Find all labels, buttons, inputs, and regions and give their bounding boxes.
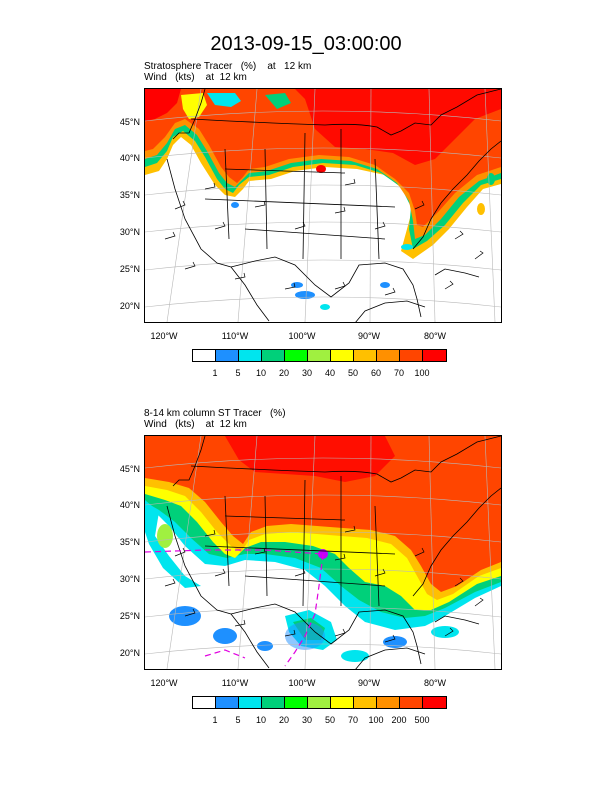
panel2-tracer-field (145, 436, 501, 662)
panel1-map (144, 88, 502, 323)
colorbar-box (285, 697, 308, 708)
panel1-colorbar-label: 10 (255, 368, 266, 378)
panel2-lat-label: 35°N (119, 537, 140, 547)
colorbar-box (331, 697, 354, 708)
panel1-lat-label: 20°N (119, 301, 140, 311)
panel2-colorbar (192, 696, 447, 709)
panel2-colorbar-label: 70 (347, 715, 358, 725)
panel1-lon-label: 110°W (221, 331, 249, 341)
panel1-colorbar-label: 50 (347, 368, 358, 378)
panel1-colorbar-label: 70 (393, 368, 404, 378)
colorbar-box (239, 697, 262, 708)
panel2-lon-label: 120°W (150, 678, 178, 688)
panel2-wind-barbs (164, 525, 484, 643)
panel1-boundaries (166, 89, 501, 322)
panel2-lat-label: 45°N (119, 464, 140, 474)
panel2-colorbar-label: 10 (255, 715, 266, 725)
panel2-map (144, 435, 502, 670)
panel2-colorbar-label: 200 (391, 715, 407, 725)
panel1-lat-label: 30°N (119, 227, 140, 237)
panel1-field-label: Stratosphere Tracer (%) at 12 km (144, 61, 312, 72)
panel1-lon-label: 80°W (423, 331, 447, 341)
colorbar-box (377, 697, 400, 708)
panel2-wind-label: Wind (kts) at 12 km (144, 419, 247, 430)
panel2-lat-label: 20°N (119, 648, 140, 658)
panel2-colorbar-label: 1 (212, 715, 218, 725)
colorbar-box (377, 350, 400, 361)
colorbar-box (400, 697, 423, 708)
colorbar-box (400, 350, 423, 361)
colorbar-box (216, 697, 239, 708)
panel2-lat-label: 40°N (119, 500, 140, 510)
panel2-graticule (145, 436, 501, 669)
panel1-wind-label: Wind (kts) at 12 km (144, 72, 247, 83)
colorbar-box (193, 697, 216, 708)
colorbar-box (423, 350, 446, 361)
colorbar-box (193, 350, 216, 361)
panel1-colorbar-label: 5 (235, 368, 241, 378)
panel2-magenta-track (145, 549, 324, 667)
colorbar-box (262, 697, 285, 708)
panel1-colorbar (192, 349, 447, 362)
colorbar-box (285, 350, 308, 361)
colorbar-box (423, 697, 446, 708)
panel1-lon-label: 90°W (357, 331, 381, 341)
panel2-colorbar-label: 5 (235, 715, 241, 725)
panel2-colorbar-label: 50 (324, 715, 335, 725)
colorbar-box (354, 697, 377, 708)
panel2-colorbar-label: 100 (368, 715, 384, 725)
panel2-field-label: 8-14 km column ST Tracer (%) (144, 408, 286, 419)
colorbar-box (262, 350, 285, 361)
panel1-colorbar-label: 100 (414, 368, 430, 378)
panel2-boundaries (166, 436, 501, 669)
colorbar-box (354, 350, 377, 361)
panel2-colorbar-label: 20 (278, 715, 289, 725)
panel2-lon-label: 90°W (357, 678, 381, 688)
panel1-lat-label: 35°N (119, 190, 140, 200)
panel2-lat-label: 30°N (119, 574, 140, 584)
panel1-colorbar-label: 60 (370, 368, 381, 378)
panel2-colorbar-label: 500 (414, 715, 430, 725)
panel2-lon-label: 110°W (221, 678, 249, 688)
panel1-lon-label: 120°W (150, 331, 178, 341)
colorbar-box (331, 350, 354, 361)
panel1-lon-label: 100°W (288, 331, 316, 341)
colorbar-box (216, 350, 239, 361)
panel1-lat-label: 40°N (119, 153, 140, 163)
panel1-lat-label: 45°N (119, 117, 140, 127)
panel2-map-svg (145, 436, 501, 669)
panel1-tracer-field (145, 89, 501, 310)
panel2-lat-label: 25°N (119, 611, 140, 621)
panel2-colorbar-label: 30 (301, 715, 312, 725)
colorbar-box (308, 350, 331, 361)
panel1-map-svg (145, 89, 501, 322)
panel1-graticule (145, 89, 501, 322)
panel1-lat-label: 25°N (119, 264, 140, 274)
panel1-colorbar-label: 1 (212, 368, 218, 378)
colorbar-box (308, 697, 331, 708)
panel2-lon-label: 80°W (423, 678, 447, 688)
panel1-colorbar-label: 20 (278, 368, 289, 378)
panel1-wind-barbs (164, 178, 484, 296)
panel1-colorbar-label: 40 (324, 368, 335, 378)
colorbar-box (239, 350, 262, 361)
figure-title: 2013-09-15_03:00:00 (210, 33, 402, 55)
panel1-colorbar-label: 30 (301, 368, 312, 378)
panel2-lon-label: 100°W (288, 678, 316, 688)
